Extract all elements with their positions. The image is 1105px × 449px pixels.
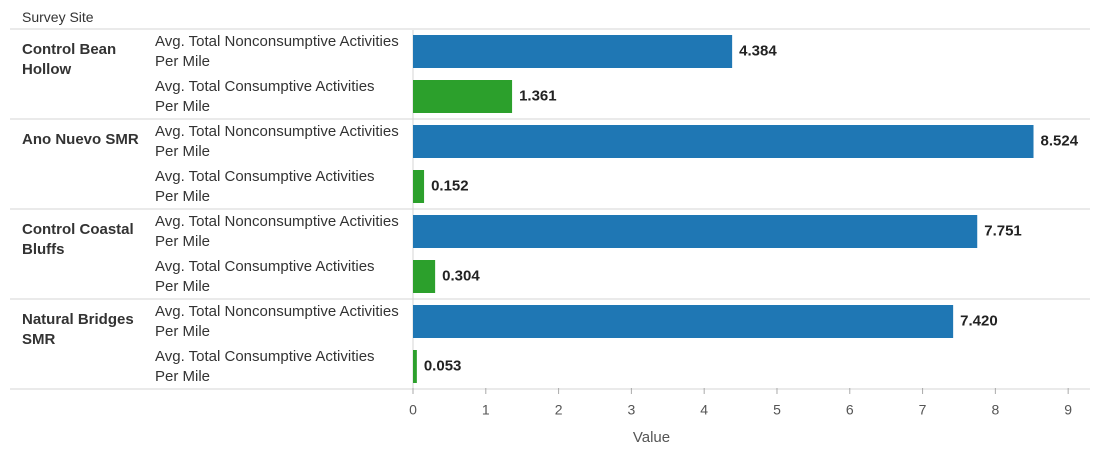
bar bbox=[413, 125, 1034, 158]
site-label: Ano Nuevo SMR bbox=[22, 131, 139, 148]
measure-label: Avg. Total Nonconsumptive Activities Per… bbox=[155, 32, 399, 70]
value-label: 8.524 bbox=[1041, 132, 1079, 149]
measure-label: Avg. Total Consumptive Activities Per Mi… bbox=[155, 347, 375, 385]
x-tick-label: 9 bbox=[1064, 402, 1072, 418]
site-label: Control Coastal Bluffs bbox=[22, 221, 134, 258]
bar bbox=[413, 350, 417, 383]
site-label: Control Bean Hollow bbox=[22, 41, 117, 78]
row-header: Survey Site bbox=[22, 9, 94, 25]
x-tick-label: 8 bbox=[991, 402, 999, 418]
x-tick-label: 2 bbox=[555, 402, 563, 418]
x-tick-label: 1 bbox=[482, 402, 490, 418]
bar bbox=[413, 260, 436, 293]
x-tick-label: 4 bbox=[700, 402, 708, 418]
bar bbox=[413, 170, 425, 203]
value-label: 0.304 bbox=[442, 267, 480, 284]
measure-label: Avg. Total Nonconsumptive Activities Per… bbox=[155, 212, 399, 250]
value-label: 0.053 bbox=[424, 357, 462, 374]
x-tick-label: 5 bbox=[773, 402, 781, 418]
value-label: 0.152 bbox=[431, 177, 469, 194]
value-label: 7.420 bbox=[960, 312, 998, 329]
x-tick-label: 0 bbox=[409, 402, 417, 418]
value-label: 1.361 bbox=[519, 87, 557, 104]
x-tick-label: 7 bbox=[919, 402, 927, 418]
value-label: 4.384 bbox=[739, 42, 777, 59]
bar bbox=[413, 215, 978, 248]
measure-label: Avg. Total Consumptive Activities Per Mi… bbox=[155, 77, 375, 115]
measure-label: Avg. Total Nonconsumptive Activities Per… bbox=[155, 302, 399, 340]
measure-label: Avg. Total Consumptive Activities Per Mi… bbox=[155, 257, 375, 295]
x-tick-label: 6 bbox=[846, 402, 854, 418]
bar bbox=[413, 305, 954, 338]
measure-label: Avg. Total Consumptive Activities Per Mi… bbox=[155, 167, 375, 205]
bar bbox=[413, 35, 733, 68]
bar bbox=[413, 80, 513, 113]
site-label: Natural Bridges SMR bbox=[22, 311, 134, 348]
x-tick-label: 3 bbox=[627, 402, 635, 418]
value-label: 7.751 bbox=[984, 222, 1022, 239]
x-axis-label: Value bbox=[633, 429, 670, 446]
measure-label: Avg. Total Nonconsumptive Activities Per… bbox=[155, 122, 399, 160]
